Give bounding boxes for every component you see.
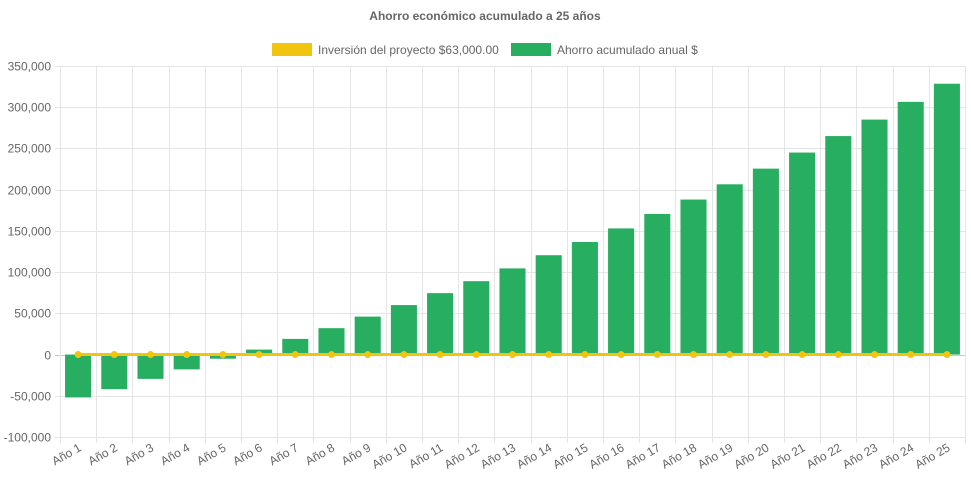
point-inversion-14[interactable] — [545, 351, 553, 359]
bar-ahorro-25[interactable] — [933, 83, 960, 355]
y-tick-label: 350,000 — [8, 60, 52, 74]
x-tick-label: Año 15 — [550, 440, 590, 471]
point-inversion-7[interactable] — [291, 351, 299, 359]
point-inversion-13[interactable] — [509, 351, 516, 359]
legend-swatch-investment — [272, 43, 312, 56]
bar-ahorro-8[interactable] — [318, 328, 345, 355]
x-tick-label: Año 13 — [478, 440, 518, 471]
y-tick-label: 50,000 — [14, 307, 51, 321]
point-inversion-1[interactable] — [74, 351, 82, 359]
x-tick-label: Año 2 — [86, 440, 120, 468]
y-tick-label: -50,000 — [10, 390, 51, 404]
x-tick-label: Año 9 — [339, 440, 373, 468]
bar-ahorro-1[interactable] — [65, 354, 92, 398]
x-tick-label: Año 1 — [49, 440, 83, 468]
legend-item-investment[interactable]: Inversión del proyecto $63,000.00 — [272, 43, 499, 57]
y-axis: 350,000 300,000 250,000 200,000 150,000 100,0… — [4, 60, 52, 445]
x-tick-label: Año 7 — [267, 440, 301, 468]
point-inversion-2[interactable] — [110, 351, 118, 359]
x-tick-label: Año 14 — [514, 440, 554, 471]
bar-ahorro-19[interactable] — [716, 184, 743, 355]
x-axis: Año 1 Año 2 Año 3 Año 4 Año 5 Año 6 Año 7 Año 8… — [49, 440, 952, 471]
y-tick-label: 0 — [44, 349, 51, 363]
legend: Inversión del proyecto $63,000.00 Ahorro… — [272, 43, 698, 57]
point-inversion-11[interactable] — [436, 351, 444, 359]
bar-ahorro-17[interactable] — [644, 213, 671, 355]
bar-series — [65, 83, 960, 398]
chart-title: Ahorro económico acumulado a 25 años — [369, 9, 601, 23]
bar-ahorro-15[interactable] — [571, 242, 598, 355]
point-inversion-6[interactable] — [255, 351, 263, 359]
point-inversion-5[interactable] — [219, 351, 227, 359]
x-tick-label: Año 24 — [876, 440, 916, 471]
x-tick-label: Año 17 — [623, 440, 663, 471]
y-tick-label: 150,000 — [8, 225, 52, 239]
x-tick-label: Año 19 — [695, 440, 735, 471]
point-inversion-20[interactable] — [762, 351, 770, 359]
bar-ahorro-14[interactable] — [535, 255, 562, 355]
bar-ahorro-13[interactable] — [499, 268, 526, 355]
legend-item-savings[interactable]: Ahorro acumulado anual $ — [511, 43, 698, 57]
point-inversion-16[interactable] — [617, 351, 625, 359]
legend-label-investment: Inversión del proyecto $63,000.00 — [318, 43, 499, 57]
bar-ahorro-18[interactable] — [680, 199, 707, 355]
x-tick-label: Año 5 — [194, 440, 228, 468]
bar-ahorro-20[interactable] — [752, 168, 779, 355]
legend-label-savings: Ahorro acumulado anual $ — [557, 43, 698, 57]
x-tick-label: Año 23 — [840, 440, 880, 471]
grid — [55, 66, 966, 443]
line-series — [74, 351, 951, 359]
point-inversion-21[interactable] — [798, 351, 806, 359]
x-tick-label: Año 16 — [587, 440, 627, 471]
x-tick-label: Año 12 — [442, 440, 482, 471]
bar-ahorro-22[interactable] — [825, 136, 852, 355]
x-tick-label: Año 25 — [912, 440, 952, 471]
x-tick-label: Año 21 — [768, 440, 808, 471]
point-inversion-24[interactable] — [907, 351, 915, 359]
x-tick-label: Año 11 — [406, 440, 445, 471]
y-tick-label: 300,000 — [8, 101, 52, 115]
x-tick-label: Año 3 — [122, 440, 156, 468]
bar-ahorro-12[interactable] — [463, 281, 490, 355]
y-tick-label: 100,000 — [8, 266, 52, 280]
point-inversion-10[interactable] — [400, 351, 408, 359]
bar-ahorro-10[interactable] — [390, 305, 417, 355]
bar-ahorro-7[interactable] — [282, 338, 309, 355]
point-inversion-9[interactable] — [364, 351, 372, 359]
y-tick-label: -100,000 — [4, 431, 52, 445]
x-tick-label: Año 22 — [804, 440, 844, 471]
x-tick-label: Año 20 — [731, 440, 771, 471]
legend-swatch-savings — [511, 43, 551, 56]
x-tick-label: Año 8 — [303, 440, 337, 468]
point-inversion-12[interactable] — [472, 351, 480, 359]
x-tick-label: Año 10 — [369, 440, 409, 471]
x-tick-label: Año 6 — [230, 440, 264, 468]
point-inversion-22[interactable] — [834, 351, 842, 359]
y-tick-label: 250,000 — [8, 142, 52, 156]
point-inversion-23[interactable] — [871, 351, 878, 359]
point-inversion-8[interactable] — [328, 351, 335, 359]
point-inversion-17[interactable] — [653, 351, 661, 359]
point-inversion-3[interactable] — [147, 351, 154, 359]
bar-ahorro-21[interactable] — [789, 152, 816, 355]
bar-ahorro-2[interactable] — [101, 354, 128, 390]
point-inversion-15[interactable] — [581, 351, 589, 359]
bar-ahorro-11[interactable] — [427, 293, 454, 355]
point-inversion-25[interactable] — [943, 351, 951, 359]
point-inversion-19[interactable] — [726, 351, 734, 359]
x-tick-label: Año 4 — [158, 440, 192, 468]
point-inversion-18[interactable] — [690, 351, 697, 359]
bar-ahorro-23[interactable] — [861, 119, 888, 355]
bar-ahorro-16[interactable] — [608, 228, 635, 355]
bar-ahorro-4[interactable] — [173, 354, 200, 370]
bar-ahorro-9[interactable] — [354, 316, 381, 355]
x-tick-label: Año 18 — [659, 440, 699, 471]
y-tick-label: 200,000 — [8, 184, 52, 198]
bar-ahorro-24[interactable] — [897, 101, 924, 355]
bar-ahorro-3[interactable] — [137, 354, 164, 379]
point-inversion-4[interactable] — [183, 351, 191, 359]
